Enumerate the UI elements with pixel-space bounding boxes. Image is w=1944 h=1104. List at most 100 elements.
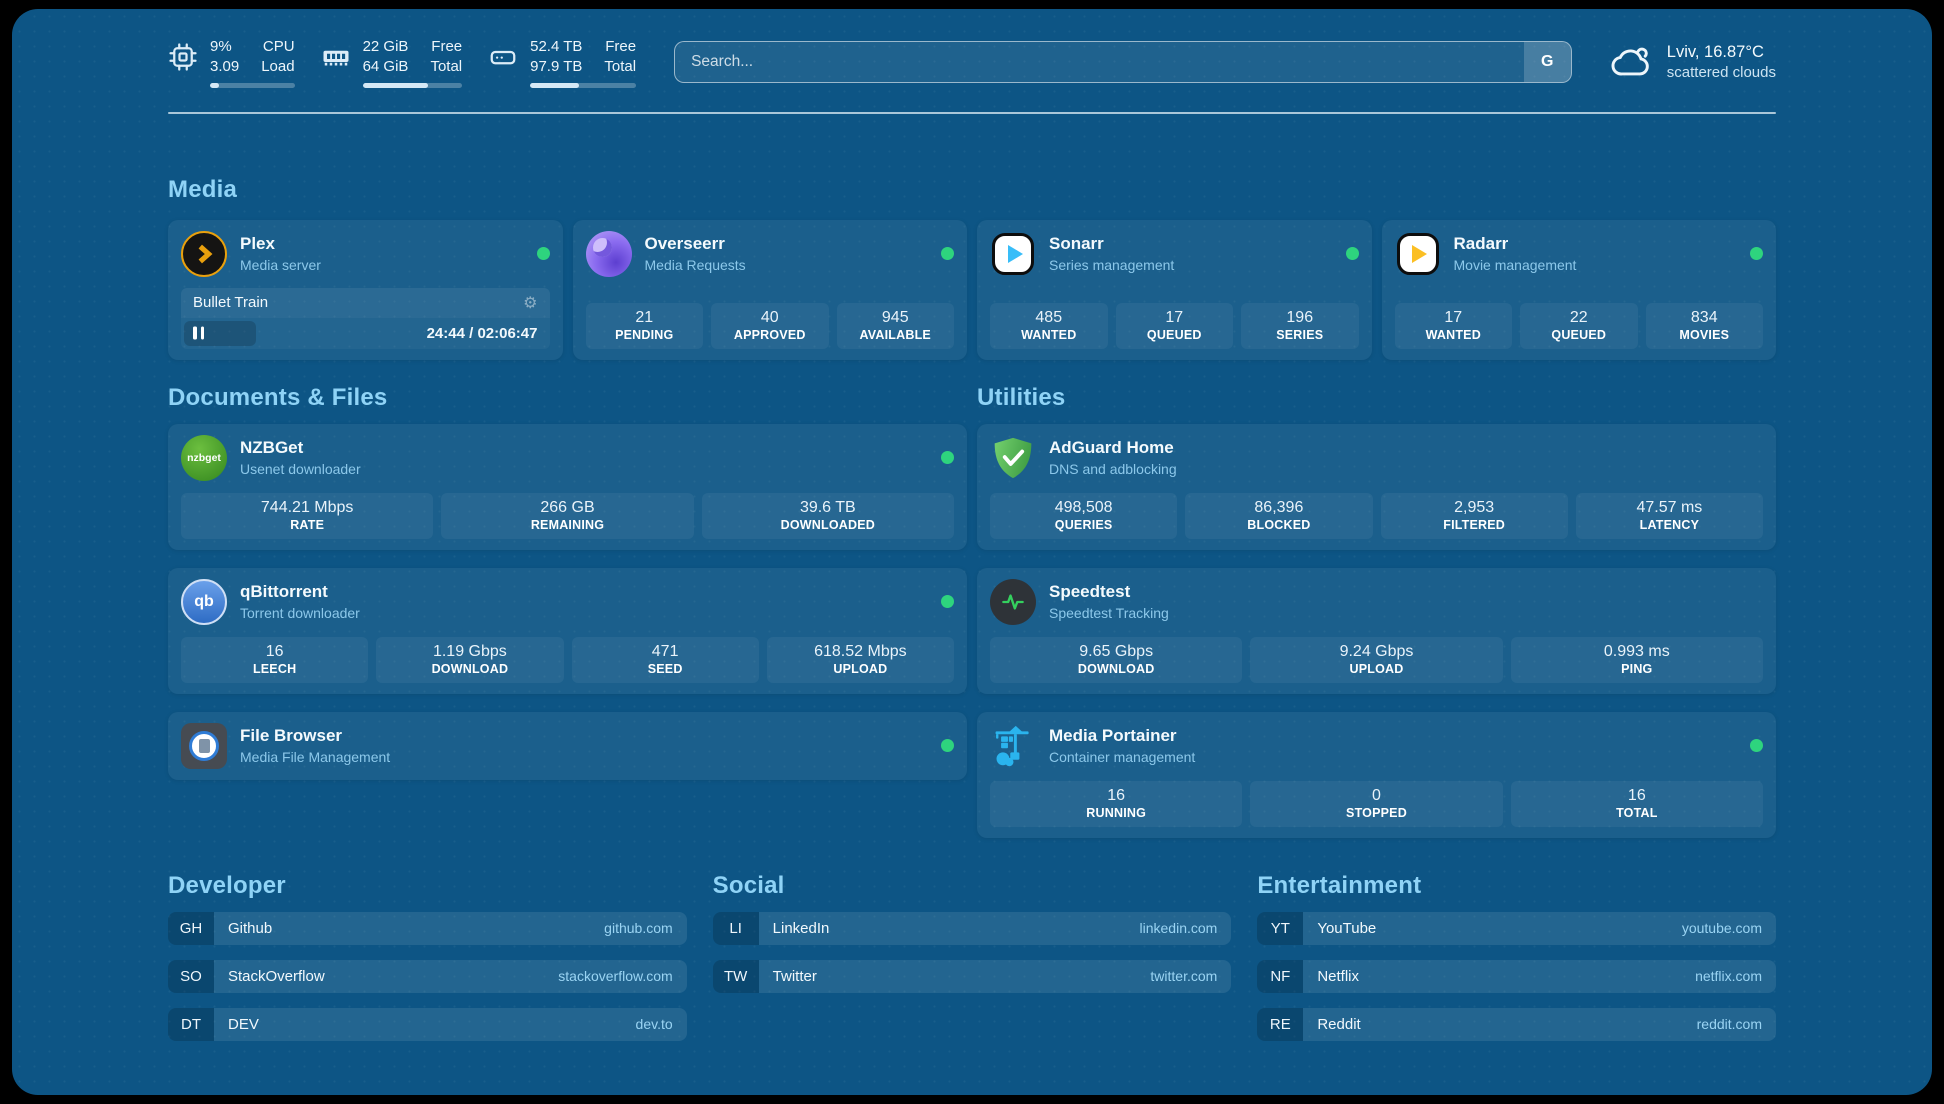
stat-box: 266 GB REMAINING: [441, 492, 694, 539]
service-name: qBittorrent: [240, 581, 328, 601]
hardware-stats: 9% 3.09 CPU Load: [168, 37, 637, 88]
section-utilities: Utilities: [977, 384, 1776, 838]
bookmark-dev[interactable]: DT DEV dev.to: [168, 1007, 687, 1041]
service-description: Media server: [240, 257, 321, 274]
service-description: DNS and adblocking: [1049, 461, 1177, 478]
service-description: Usenet downloader: [240, 461, 361, 478]
pause-icon[interactable]: [193, 326, 204, 340]
bookmark-name: Github: [228, 919, 273, 937]
settings-gear-icon[interactable]: ⚙: [523, 294, 538, 312]
search-input[interactable]: [675, 42, 1524, 83]
memory-total-label: Total: [430, 58, 463, 76]
service-card-portainer[interactable]: Media Portainer Container management 16 …: [977, 711, 1776, 838]
stat-box: 485 WANTED: [990, 302, 1108, 349]
bookmark-abbr: NF: [1257, 959, 1304, 993]
memory-icon: [323, 50, 349, 66]
playback-time: 24:44 / 02:06:47: [426, 324, 538, 342]
cpu-load-label: Load: [261, 58, 295, 76]
bookmark-name: StackOverflow: [228, 967, 325, 985]
cpu-usage-label: CPU: [262, 38, 295, 55]
bookmark-twitter[interactable]: TW Twitter twitter.com: [712, 959, 1232, 993]
bookmark-youtube[interactable]: YT YouTube youtube.com: [1257, 911, 1776, 945]
bookmark-linkedin[interactable]: LI LinkedIn linkedin.com: [712, 911, 1232, 945]
stat-box: 1.19 Gbps DOWNLOAD: [376, 636, 564, 683]
bookmark-github[interactable]: GH Github github.com: [168, 911, 687, 945]
stat-box: 945 AVAILABLE: [836, 302, 954, 349]
service-name: NZBGet: [240, 437, 304, 457]
service-card-overseerr[interactable]: Overseerr Media Requests 21 PENDING 40 A…: [572, 219, 967, 360]
stat-box: 86,396 BLOCKED: [1185, 492, 1373, 539]
service-card-filebrowser[interactable]: File Browser Media File Management: [168, 711, 967, 780]
weather-widget: Lviv, 16.87°C scattered clouds: [1610, 40, 1776, 84]
disk-total-label: Total: [604, 58, 637, 76]
service-description: Speedtest Tracking: [1049, 605, 1169, 622]
stat-box: 39.6 TB DOWNLOADED: [701, 492, 954, 539]
bookmark-url: stackoverflow.com: [558, 968, 673, 984]
disk-free-value: 52.4 TB: [530, 38, 583, 55]
bookmark-url: youtube.com: [1681, 920, 1762, 936]
service-name: Media Portainer: [1049, 725, 1177, 745]
bookmark-name: Twitter: [772, 967, 817, 985]
status-dot: [1750, 739, 1763, 752]
entertainment-section-title: Entertainment: [1257, 871, 1422, 899]
search-engine-button[interactable]: G: [1523, 42, 1571, 83]
stat-box: 47.57 ms LATENCY: [1575, 492, 1763, 539]
service-description: Media Requests: [644, 257, 746, 274]
service-description: Movie management: [1453, 257, 1577, 274]
bookmark-url: twitter.com: [1150, 968, 1218, 984]
status-dot: [536, 247, 550, 260]
plex-icon: [181, 230, 227, 277]
status-dot: [941, 247, 954, 260]
bookmark-reddit[interactable]: RE Reddit reddit.com: [1257, 1007, 1776, 1041]
stat-box: 16 LEECH: [181, 636, 369, 683]
bookmark-stackoverflow[interactable]: SO StackOverflow stackoverflow.com: [168, 959, 687, 993]
filebrowser-icon: [181, 722, 227, 769]
stat-box: 196 SERIES: [1241, 302, 1359, 349]
cpu-usage-value: 9%: [210, 38, 232, 55]
service-card-speedtest[interactable]: Speedtest Speedtest Tracking 9.65 Gbps D…: [977, 567, 1776, 694]
radarr-icon: [1395, 231, 1441, 277]
service-card-qbittorrent[interactable]: qb qBittorrent Torrent downloader 16 LEE…: [168, 567, 967, 694]
adguard-shield-icon: [990, 435, 1036, 481]
bookmark-name: DEV: [228, 1015, 259, 1033]
bookmark-abbr: RE: [1257, 1007, 1304, 1041]
bookmark-name: Netflix: [1317, 967, 1360, 985]
bookmark-abbr: TW: [712, 959, 759, 993]
documents-section-title: Documents & Files: [168, 383, 388, 411]
disk-progress-bar: [530, 82, 637, 88]
section-social: Social LI LinkedIn linkedin.com TW Twitt…: [712, 871, 1232, 1056]
stat-box: 17 QUEUED: [1115, 302, 1233, 349]
section-documents: Documents & Files nzbget NZBGet Usenet d…: [168, 384, 967, 838]
service-name: Sonarr: [1049, 233, 1104, 253]
cpu-icon: [169, 43, 197, 71]
memory-total-value: 64 GiB: [362, 58, 409, 76]
stat-box: 17 WANTED: [1394, 302, 1512, 349]
bookmark-url: linkedin.com: [1139, 920, 1218, 936]
cloud-icon: [1611, 47, 1649, 76]
service-card-adguard[interactable]: AdGuard Home DNS and adblocking 498,508 …: [977, 423, 1776, 550]
section-media: Media Plex Media server: [168, 176, 1776, 360]
service-card-sonarr[interactable]: Sonarr Series management 485 WANTED 17 Q…: [977, 219, 1372, 360]
stat-box: 744.21 Mbps RATE: [181, 492, 434, 539]
service-name: File Browser: [240, 725, 343, 745]
bookmark-netflix[interactable]: NF Netflix netflix.com: [1257, 959, 1776, 993]
cpu-stat: 9% 3.09 CPU Load: [168, 37, 295, 88]
stat-box: 2,953 FILTERED: [1380, 492, 1568, 539]
status-dot: [1750, 247, 1763, 260]
stat-box: 40 APPROVED: [711, 302, 829, 349]
weather-summary: Lviv, 16.87°C: [1666, 43, 1764, 62]
service-card-nzbget[interactable]: nzbget NZBGet Usenet downloader 744.21 M…: [168, 423, 967, 550]
bookmark-url: github.com: [604, 920, 673, 936]
service-card-radarr[interactable]: Radarr Movie management 17 WANTED 22 QUE…: [1381, 219, 1776, 360]
bookmark-name: LinkedIn: [772, 919, 830, 937]
utilities-section-title: Utilities: [977, 383, 1066, 411]
dashboard-page: 9% 3.09 CPU Load: [12, 9, 1932, 1095]
social-section-title: Social: [712, 871, 785, 899]
stat-box: 16 TOTAL: [1510, 780, 1763, 827]
stat-box: 618.52 Mbps UPLOAD: [766, 636, 954, 683]
service-card-plex[interactable]: Plex Media server Bullet Train ⚙: [168, 219, 563, 360]
service-description: Torrent downloader: [240, 605, 360, 622]
developer-section-title: Developer: [168, 871, 286, 899]
memory-progress-bar: [362, 82, 463, 88]
now-playing-title: Bullet Train: [193, 294, 269, 311]
